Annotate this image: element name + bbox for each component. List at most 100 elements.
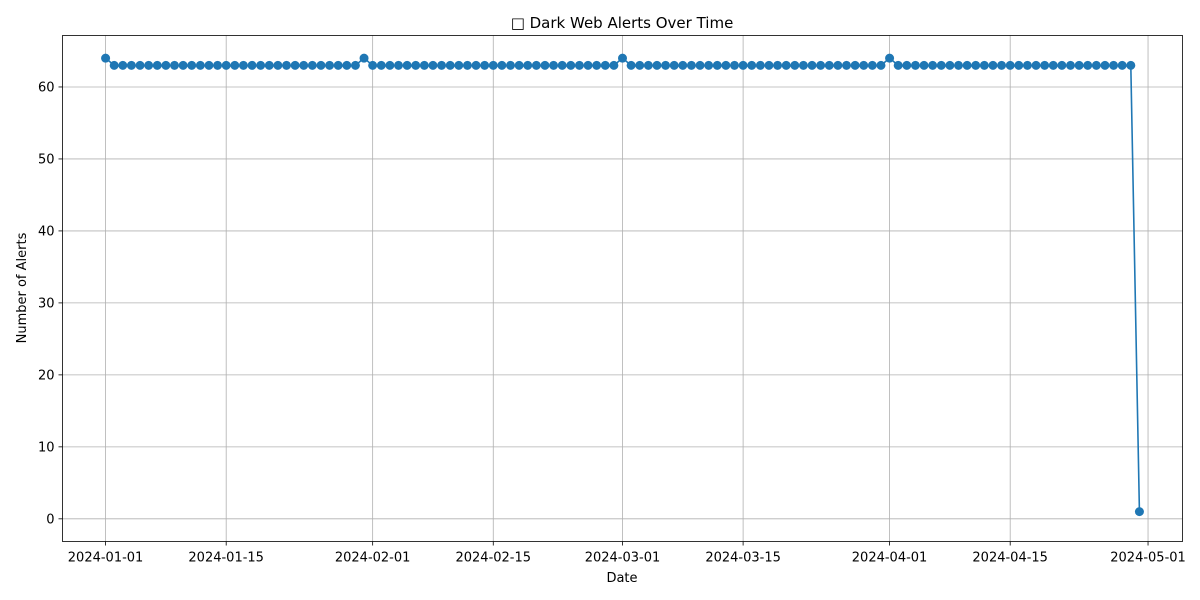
data-point <box>402 60 412 70</box>
data-point <box>919 60 929 70</box>
data-point <box>454 60 464 70</box>
data-point <box>1091 60 1101 70</box>
data-point <box>816 60 826 70</box>
data-point <box>850 60 860 70</box>
data-point <box>273 60 283 70</box>
data-point <box>1057 60 1067 70</box>
data-point <box>238 60 248 70</box>
data-point <box>333 60 343 70</box>
x-tick-label: 2024-02-15 <box>455 551 531 566</box>
y-tick-label: 40 <box>38 224 55 239</box>
data-point <box>988 60 998 70</box>
data-point <box>928 60 938 70</box>
y-axis-label: Number of Alerts <box>15 232 30 343</box>
data-point <box>152 60 162 70</box>
data-point <box>583 60 593 70</box>
data-point <box>600 60 610 70</box>
data-point <box>488 60 498 70</box>
data-point <box>635 60 645 70</box>
data-point <box>1066 60 1075 70</box>
data-point <box>557 60 567 70</box>
data-point <box>187 60 197 70</box>
data-point <box>910 60 920 70</box>
data-point <box>643 60 653 70</box>
x-axis-label: Date <box>606 571 637 586</box>
data-point <box>118 60 128 70</box>
data-point <box>1109 60 1119 70</box>
data-point <box>842 60 851 70</box>
data-point <box>1031 60 1041 70</box>
data-point <box>936 60 946 70</box>
data-point <box>755 60 765 70</box>
x-tick-label: 2024-04-01 <box>852 551 928 566</box>
x-tick-label: 2024-01-15 <box>188 551 264 566</box>
data-point <box>1074 60 1084 70</box>
x-tick-label: 2024-03-01 <box>585 551 661 566</box>
data-point <box>282 60 291 70</box>
data-point <box>514 60 524 70</box>
data-point <box>893 60 903 70</box>
y-tick-label: 30 <box>38 296 55 311</box>
data-point <box>773 60 783 70</box>
data-point <box>126 60 136 70</box>
data-point <box>945 60 955 70</box>
data-point <box>574 60 584 70</box>
data-point <box>376 60 386 70</box>
data-point <box>824 60 834 70</box>
data-point <box>678 60 688 70</box>
data-point <box>462 60 472 70</box>
data-point <box>497 60 507 70</box>
x-tick-label: 2024-04-15 <box>972 551 1048 566</box>
data-point <box>480 60 490 70</box>
data-point <box>833 60 843 70</box>
data-point <box>962 60 972 70</box>
data-point <box>385 60 395 70</box>
data-point <box>195 60 205 70</box>
data-point <box>1040 60 1050 70</box>
data-point <box>1048 60 1058 70</box>
data-point <box>954 60 963 70</box>
data-point <box>256 60 266 70</box>
data-point <box>730 60 739 70</box>
x-tick-label: 2024-05-01 <box>1110 551 1186 566</box>
data-point <box>264 60 274 70</box>
data-point <box>618 53 627 63</box>
data-point <box>592 60 602 70</box>
y-tick-label: 10 <box>38 440 55 455</box>
data-point <box>790 60 800 70</box>
data-point <box>230 60 240 70</box>
data-point <box>109 60 119 70</box>
data-point <box>764 60 774 70</box>
data-point <box>876 60 886 70</box>
data-point <box>1022 60 1032 70</box>
data-point <box>307 60 317 70</box>
data-point <box>747 60 757 70</box>
data-point <box>626 60 636 70</box>
y-tick-label: 20 <box>38 368 55 383</box>
data-point <box>411 60 421 70</box>
x-tick-label: 2024-03-15 <box>705 551 781 566</box>
data-point <box>394 60 403 70</box>
data-point <box>712 60 722 70</box>
data-point <box>652 60 662 70</box>
data-point <box>247 60 257 70</box>
data-point <box>213 60 223 70</box>
data-point <box>428 60 438 70</box>
data-point <box>1083 60 1093 70</box>
chart-title: □ Dark Web Alerts Over Time <box>511 14 734 32</box>
data-point <box>807 60 817 70</box>
data-series <box>101 53 1144 517</box>
data-point <box>781 60 791 70</box>
data-point <box>204 60 214 70</box>
data-point <box>971 60 981 70</box>
data-point <box>902 60 912 70</box>
data-point <box>135 60 145 70</box>
data-point <box>523 60 533 70</box>
data-point <box>661 60 671 70</box>
data-point <box>867 60 877 70</box>
data-point <box>669 60 679 70</box>
data-point <box>144 60 154 70</box>
data-point <box>1134 507 1144 517</box>
data-point <box>178 60 188 70</box>
data-point <box>859 60 869 70</box>
